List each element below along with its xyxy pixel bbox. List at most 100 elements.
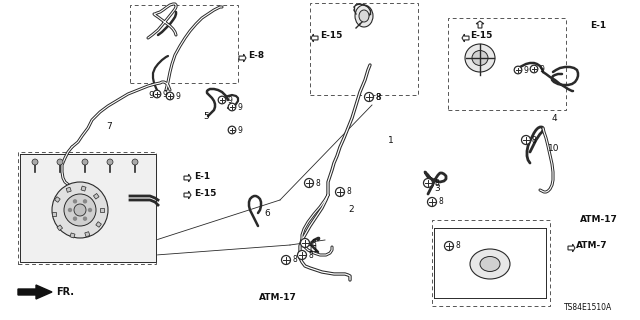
Circle shape xyxy=(301,238,310,247)
Polygon shape xyxy=(18,285,52,299)
Text: 1: 1 xyxy=(388,135,394,145)
Circle shape xyxy=(57,159,63,165)
Circle shape xyxy=(218,96,226,104)
Text: E-15: E-15 xyxy=(194,188,216,197)
Bar xyxy=(432,220,550,306)
Circle shape xyxy=(64,194,96,226)
Bar xyxy=(84,232,90,237)
Circle shape xyxy=(132,159,138,165)
Text: 8: 8 xyxy=(434,179,439,188)
Bar xyxy=(100,208,104,212)
Bar xyxy=(310,3,418,95)
Circle shape xyxy=(282,255,291,265)
Text: E-8: E-8 xyxy=(248,51,264,60)
Circle shape xyxy=(445,242,454,251)
Circle shape xyxy=(107,159,113,165)
Circle shape xyxy=(74,200,77,203)
Text: 9: 9 xyxy=(148,91,154,100)
Text: E-15: E-15 xyxy=(320,30,342,39)
Text: 8: 8 xyxy=(292,255,297,265)
Polygon shape xyxy=(20,154,156,262)
Circle shape xyxy=(428,197,436,206)
Text: 3: 3 xyxy=(434,183,440,193)
Text: 4: 4 xyxy=(552,114,557,123)
Text: 9: 9 xyxy=(523,66,528,75)
Polygon shape xyxy=(476,21,484,28)
Text: 5: 5 xyxy=(203,111,209,121)
Text: 9: 9 xyxy=(227,95,232,105)
Bar xyxy=(18,152,156,264)
Ellipse shape xyxy=(472,51,488,66)
Bar xyxy=(66,187,71,192)
Text: ATM-7: ATM-7 xyxy=(576,242,607,251)
Text: 6: 6 xyxy=(264,210,269,219)
Bar xyxy=(52,212,56,216)
Text: 9: 9 xyxy=(237,102,242,111)
Bar xyxy=(81,186,86,191)
Ellipse shape xyxy=(480,257,500,271)
Text: 9: 9 xyxy=(162,90,167,99)
Text: 8: 8 xyxy=(455,242,460,251)
Bar xyxy=(93,194,99,199)
Circle shape xyxy=(228,126,236,134)
Polygon shape xyxy=(311,34,318,42)
Text: 9: 9 xyxy=(539,65,544,74)
Ellipse shape xyxy=(355,5,373,27)
Text: 8: 8 xyxy=(346,188,351,196)
Circle shape xyxy=(74,217,77,220)
Bar xyxy=(448,18,566,110)
Circle shape xyxy=(32,159,38,165)
Text: 8: 8 xyxy=(311,238,316,247)
Circle shape xyxy=(83,200,86,203)
Circle shape xyxy=(52,182,108,238)
Circle shape xyxy=(298,251,307,260)
Text: TS84E1510A: TS84E1510A xyxy=(564,303,612,313)
Polygon shape xyxy=(184,191,191,199)
Circle shape xyxy=(88,209,92,212)
Circle shape xyxy=(305,179,314,188)
Polygon shape xyxy=(568,244,575,252)
Circle shape xyxy=(74,204,86,216)
Circle shape xyxy=(365,92,374,101)
Ellipse shape xyxy=(359,10,369,22)
Bar xyxy=(57,225,63,230)
Text: 9: 9 xyxy=(237,125,242,134)
Circle shape xyxy=(514,66,522,74)
Text: 9: 9 xyxy=(175,92,180,100)
Polygon shape xyxy=(462,34,469,42)
Circle shape xyxy=(522,135,531,145)
Text: E-15: E-15 xyxy=(470,30,492,39)
Circle shape xyxy=(166,92,174,100)
Text: 8: 8 xyxy=(438,197,443,206)
Ellipse shape xyxy=(470,249,510,279)
Text: ATM-17: ATM-17 xyxy=(580,215,618,225)
Circle shape xyxy=(335,188,344,196)
Ellipse shape xyxy=(465,44,495,72)
Text: 8: 8 xyxy=(532,135,537,145)
Polygon shape xyxy=(184,174,191,182)
Text: E-1: E-1 xyxy=(590,20,606,29)
Text: 8: 8 xyxy=(375,92,380,101)
Text: 8: 8 xyxy=(315,179,320,188)
Circle shape xyxy=(424,179,433,188)
Circle shape xyxy=(83,217,86,220)
Circle shape xyxy=(68,209,72,212)
Text: FR.: FR. xyxy=(56,287,74,297)
Text: E-1: E-1 xyxy=(194,172,210,180)
Polygon shape xyxy=(239,54,246,62)
Bar xyxy=(70,233,75,238)
Circle shape xyxy=(530,65,538,73)
Text: 8: 8 xyxy=(308,251,313,260)
Text: 2: 2 xyxy=(348,205,354,214)
Text: 8: 8 xyxy=(375,92,381,101)
Bar xyxy=(54,197,60,202)
Text: 10: 10 xyxy=(548,143,559,153)
Text: ATM-17: ATM-17 xyxy=(259,293,297,302)
Circle shape xyxy=(82,159,88,165)
Text: 7: 7 xyxy=(106,122,112,131)
Bar xyxy=(96,222,101,227)
Text: 11: 11 xyxy=(308,245,319,254)
Bar xyxy=(130,5,238,83)
Circle shape xyxy=(228,103,236,111)
Circle shape xyxy=(153,90,161,98)
